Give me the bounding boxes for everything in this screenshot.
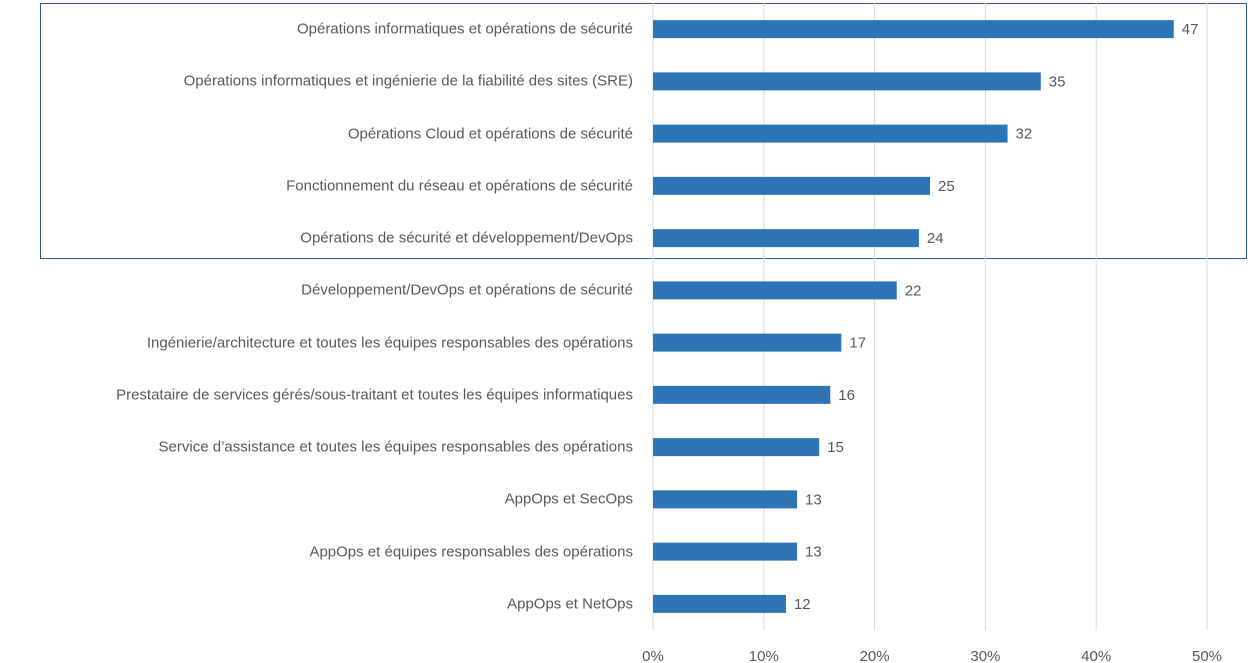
data-label: 22	[905, 282, 922, 299]
bar	[653, 490, 798, 509]
category-label-box: Développement/DevOps et opérations de sé…	[33, 281, 633, 300]
category-label-box: Fonctionnement du réseau et opérations d…	[33, 176, 633, 195]
category-label: Fonctionnement du réseau et opérations d…	[286, 177, 633, 195]
category-label: Opérations informatiques et ingénierie d…	[183, 72, 633, 90]
data-label: 47	[1182, 21, 1199, 38]
data-label: 12	[794, 596, 811, 613]
bar	[653, 176, 930, 195]
data-label: 15	[827, 439, 844, 456]
bar	[653, 72, 1041, 91]
category-label: Opérations Cloud et opérations de sécuri…	[347, 125, 633, 143]
category-label-box: Ingénierie/architecture et toutes les éq…	[33, 333, 633, 352]
category-label: AppOps et équipes responsables des opéra…	[309, 543, 633, 561]
bar	[653, 438, 820, 457]
data-label: 17	[849, 335, 866, 352]
category-label-box: Prestataire de services gérés/sous-trait…	[33, 385, 633, 404]
bar	[653, 124, 1008, 143]
category-label: Développement/DevOps et opérations de sé…	[301, 281, 633, 299]
category-label-box: Opérations Cloud et opérations de sécuri…	[33, 124, 633, 143]
data-label: 32	[1016, 126, 1033, 143]
bar	[653, 594, 786, 613]
bar	[653, 333, 842, 352]
category-label: AppOps et SecOps	[504, 490, 633, 508]
category-label: AppOps et NetOps	[507, 595, 633, 613]
x-tick-label: 10%	[749, 648, 779, 663]
x-tick-label: 50%	[1192, 648, 1222, 663]
category-label: Prestataire de services gérés/sous-trait…	[116, 386, 633, 404]
x-tick-label: 30%	[970, 648, 1000, 663]
bar	[653, 542, 798, 561]
data-label: 25	[938, 178, 955, 195]
bar	[653, 229, 919, 248]
category-label-box: AppOps et SecOps	[33, 490, 633, 509]
bar	[653, 281, 897, 300]
category-label: Service d’assistance et toutes les équip…	[158, 438, 633, 456]
category-label-box: Service d’assistance et toutes les équip…	[33, 438, 633, 457]
category-label: Opérations informatiques et opérations d…	[296, 20, 633, 38]
category-label-box: Opérations informatiques et opérations d…	[33, 20, 633, 39]
category-label-box: AppOps et équipes responsables des opéra…	[33, 542, 633, 561]
x-tick-label: 0%	[642, 648, 664, 663]
category-label: Opérations de sécurité et développement/…	[300, 229, 633, 247]
category-label-box: Opérations informatiques et ingénierie d…	[33, 72, 633, 91]
bar	[653, 20, 1174, 39]
data-label: 13	[805, 544, 822, 561]
category-label-box: AppOps et NetOps	[33, 594, 633, 613]
data-label: 35	[1049, 73, 1066, 90]
category-label-box: Opérations de sécurité et développement/…	[33, 229, 633, 248]
bar	[653, 385, 831, 404]
data-label: 13	[805, 491, 822, 508]
x-tick-label: 20%	[860, 648, 890, 663]
x-tick-label: 40%	[1081, 648, 1111, 663]
category-label: Ingénierie/architecture et toutes les éq…	[146, 334, 633, 352]
highlight-box	[40, 3, 1247, 259]
data-label: 24	[927, 230, 944, 247]
data-label: 16	[838, 387, 855, 404]
